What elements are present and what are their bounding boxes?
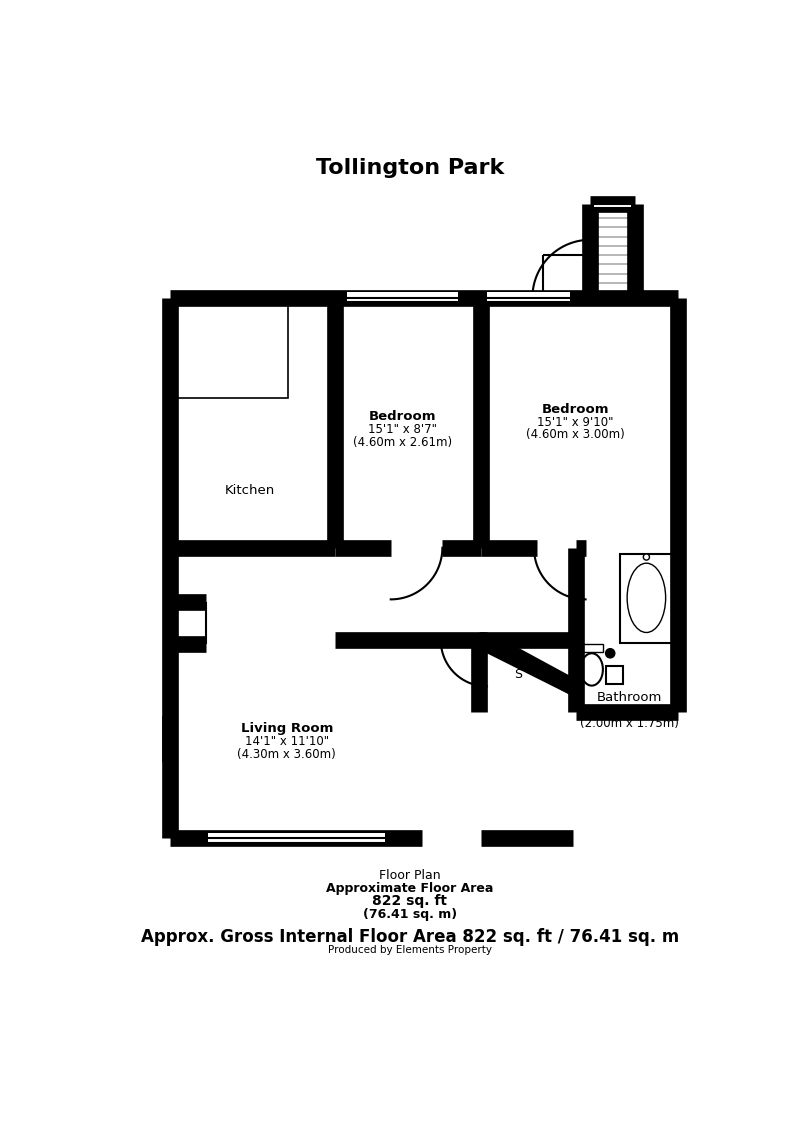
Text: Floor Plan: Floor Plan (379, 868, 441, 882)
Text: Living Room: Living Room (241, 722, 333, 736)
Text: (4.30m x 3.60m): (4.30m x 3.60m) (238, 747, 336, 761)
Bar (581, 644, 602, 652)
Text: Produced by Elements Property: Produced by Elements Property (328, 945, 492, 954)
Text: Bedroom: Bedroom (542, 403, 610, 415)
Bar (487, 292, 570, 302)
Ellipse shape (581, 653, 603, 686)
Text: 15'1" x 8'7": 15'1" x 8'7" (368, 423, 437, 437)
Text: (4.60m x 2.61m): (4.60m x 2.61m) (353, 436, 452, 448)
Bar (174, 301, 288, 397)
Circle shape (643, 554, 650, 560)
Text: Bathroom: Bathroom (597, 692, 662, 704)
Text: Tollington Park: Tollington Park (316, 158, 504, 178)
Bar (594, 207, 631, 293)
Text: Approx. Gross Internal Floor Area 822 sq. ft / 76.41 sq. m: Approx. Gross Internal Floor Area 822 sq… (141, 927, 679, 945)
Bar (620, 554, 673, 643)
Bar (162, 717, 174, 761)
Text: 822 sq. ft: 822 sq. ft (373, 894, 447, 908)
Bar (594, 203, 631, 208)
Circle shape (606, 649, 615, 658)
Text: (76.41 sq. m): (76.41 sq. m) (363, 908, 457, 920)
Ellipse shape (627, 564, 666, 633)
Bar (347, 292, 458, 302)
Text: (4.60m x 3.00m): (4.60m x 3.00m) (526, 428, 625, 441)
Text: S: S (514, 668, 522, 681)
Text: 6'7" x 5'9": 6'7" x 5'9" (598, 704, 660, 718)
Text: (2.00m x 1.75m): (2.00m x 1.75m) (580, 717, 679, 730)
Text: 15'1" x 9'10": 15'1" x 9'10" (538, 415, 614, 429)
Text: 14'1" x 11'10": 14'1" x 11'10" (245, 736, 329, 748)
Text: Approximate Floor Area: Approximate Floor Area (326, 882, 494, 894)
Text: Kitchen: Kitchen (225, 483, 275, 497)
Bar (606, 666, 623, 684)
Text: Bedroom: Bedroom (369, 411, 436, 423)
Bar (208, 833, 386, 842)
